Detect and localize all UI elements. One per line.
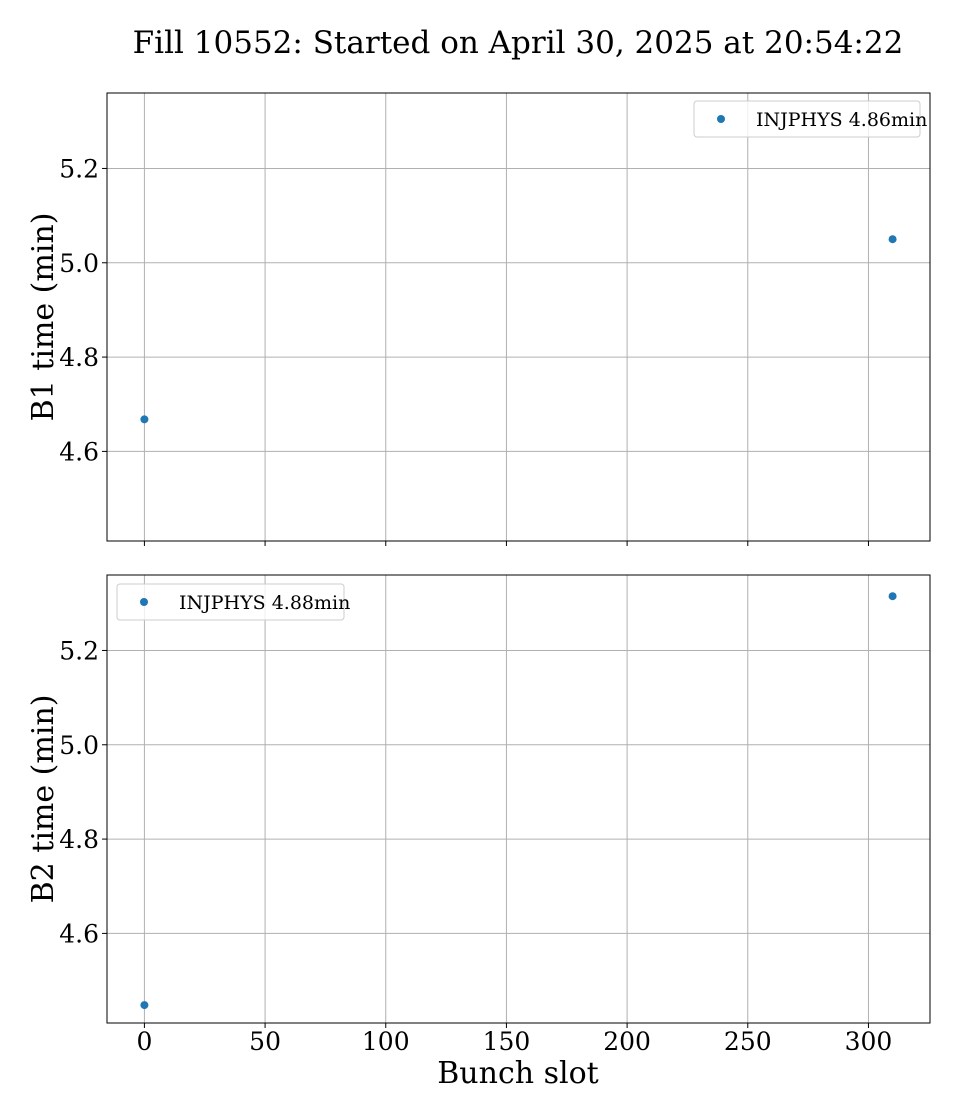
legend-label: INJPHYS 4.88min <box>179 592 350 614</box>
x-tick-label: 300 <box>845 1027 893 1056</box>
x-tick-label: 0 <box>136 1027 152 1056</box>
legend-marker <box>717 115 725 123</box>
data-point <box>140 1001 149 1010</box>
y-tick-label: 5.0 <box>59 731 99 760</box>
y-tick-label: 4.6 <box>59 919 99 948</box>
x-tick-label: 250 <box>724 1027 772 1056</box>
y-tick-label: 5.0 <box>59 249 99 278</box>
legend: INJPHYS 4.86min <box>693 100 927 138</box>
b1-time-panel: 4.6 4.8 5.0 5.2 B1 time (min) INJPHYS 4.86min <box>26 92 931 546</box>
data-point <box>888 235 897 244</box>
y-tick-label: 4.8 <box>59 343 99 372</box>
b2-time-panel: 0 50 100 150 200 250 300 4.6 4.8 5.0 5.2 B2 time (m… <box>26 574 931 1056</box>
figure-title: Fill 10552: Started on April 30, 2025 at… <box>133 25 904 61</box>
y-axis-label: B2 time (min) <box>26 695 61 904</box>
axes-frame <box>106 574 931 1024</box>
legend-box <box>116 583 345 621</box>
legend-label: INJPHYS 4.86min <box>756 109 927 131</box>
legend-box <box>693 100 921 138</box>
x-tick-label: 200 <box>603 1027 651 1056</box>
data-point <box>888 592 897 601</box>
y-tick-label: 5.2 <box>59 636 99 665</box>
y-axis-label: B1 time (min) <box>26 213 61 422</box>
y-tick-label: 4.6 <box>59 437 99 466</box>
x-axis-label: Bunch slot <box>437 1056 598 1091</box>
axes-frame <box>106 92 931 542</box>
y-tick-label: 4.8 <box>59 825 99 854</box>
x-tick-label: 100 <box>362 1027 410 1056</box>
y-tick-label: 5.2 <box>59 154 99 183</box>
legend-marker <box>140 598 148 606</box>
legend: INJPHYS 4.88min <box>116 583 350 621</box>
x-tick-label: 50 <box>249 1027 281 1056</box>
data-point <box>140 415 149 424</box>
x-tick-label: 150 <box>483 1027 531 1056</box>
